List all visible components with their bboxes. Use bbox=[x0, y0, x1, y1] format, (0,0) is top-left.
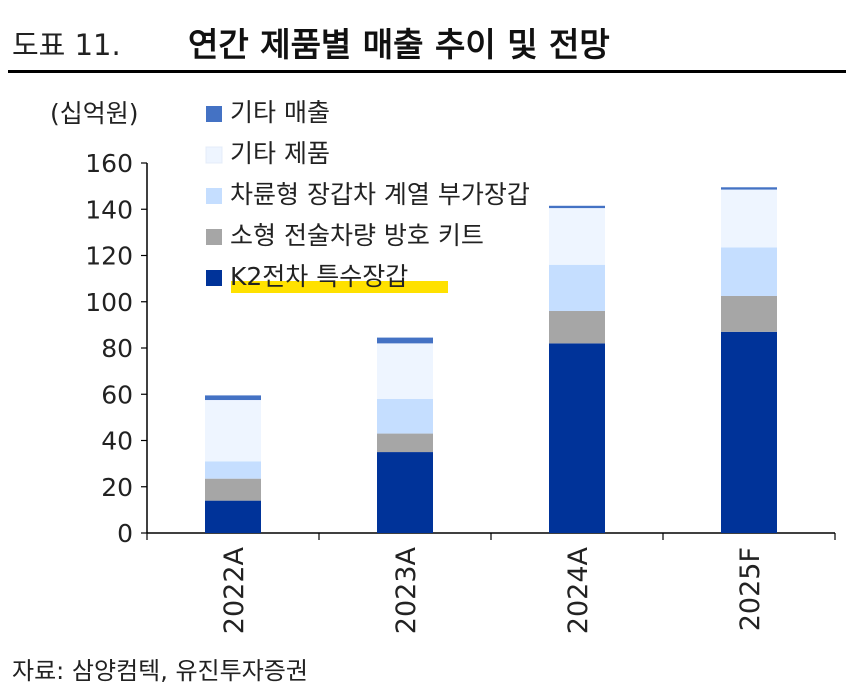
legend-swatch bbox=[206, 106, 222, 122]
y-tick-label: 20 bbox=[101, 473, 133, 502]
y-tick-label: 60 bbox=[101, 380, 133, 409]
legend-label: 차륜형 장갑차 계열 부가장갑 bbox=[230, 180, 530, 209]
bar-segment bbox=[205, 478, 261, 501]
x-tick-label: 2023A bbox=[391, 546, 422, 634]
bar-segment bbox=[377, 337, 433, 344]
y-tick-label: 40 bbox=[101, 427, 133, 456]
bar-segment bbox=[377, 433, 433, 453]
bar-segment bbox=[549, 343, 605, 533]
axes: 0 20 40 60 80 100 120 140 160 2022A 2023A 2024A 2025… bbox=[85, 149, 836, 634]
stacked-bar-chart: (십억원) 0 20 40 60 80 100 120 140 160 2022A 2023A 202… bbox=[50, 98, 836, 634]
legend-label: K2전차 특수장갑 bbox=[230, 262, 408, 291]
legend-label: 소형 전술차량 방호 키트 bbox=[230, 221, 484, 250]
source-note: 자료: 삼양컴텍, 유진투자증권 bbox=[12, 657, 308, 685]
figure-title: 연간 제품별 매출 추이 및 전망 bbox=[188, 25, 610, 64]
legend-swatch bbox=[206, 270, 222, 286]
bar-segment bbox=[205, 395, 261, 401]
y-tick-label: 0 bbox=[117, 519, 133, 548]
figure-header: 도표 11. 연간 제품별 매출 추이 및 전망 bbox=[0, 0, 853, 76]
bars bbox=[205, 187, 777, 533]
y-tick-label: 140 bbox=[85, 195, 133, 224]
y-tick-label: 160 bbox=[85, 149, 133, 178]
figure-number: 도표 11. bbox=[12, 28, 121, 62]
title-rule bbox=[8, 70, 846, 73]
y-tick-label: 80 bbox=[101, 334, 133, 363]
legend-swatch bbox=[206, 229, 222, 245]
bar-segment bbox=[549, 208, 605, 265]
bar-segment bbox=[721, 189, 777, 248]
bar-segment bbox=[377, 343, 433, 399]
x-tick-label: 2024A bbox=[563, 546, 594, 634]
y-tick-label: 100 bbox=[85, 288, 133, 317]
bar-segment bbox=[549, 264, 605, 311]
bar-segment bbox=[377, 452, 433, 533]
bar-segment bbox=[721, 295, 777, 332]
bar-segment bbox=[721, 187, 777, 190]
bar-segment bbox=[721, 247, 777, 296]
legend-swatch bbox=[205, 146, 223, 164]
legend-label: 기타 매출 bbox=[230, 98, 330, 127]
y-tick-label: 120 bbox=[85, 242, 133, 271]
bar-segment bbox=[205, 500, 261, 533]
unit-label: (십억원) bbox=[50, 99, 139, 128]
bar-segment bbox=[205, 400, 261, 462]
legend-highlight bbox=[231, 281, 448, 293]
bar-segment bbox=[377, 398, 433, 434]
bar-segment bbox=[549, 205, 605, 209]
bar-segment bbox=[205, 461, 261, 479]
x-tick-label: 2022A bbox=[219, 546, 250, 634]
legend-label: 기타 제품 bbox=[230, 139, 330, 168]
bar-segment bbox=[721, 331, 777, 533]
bar-segment bbox=[549, 311, 605, 344]
legend-swatch bbox=[206, 188, 222, 204]
x-tick-label: 2025F bbox=[735, 547, 766, 631]
